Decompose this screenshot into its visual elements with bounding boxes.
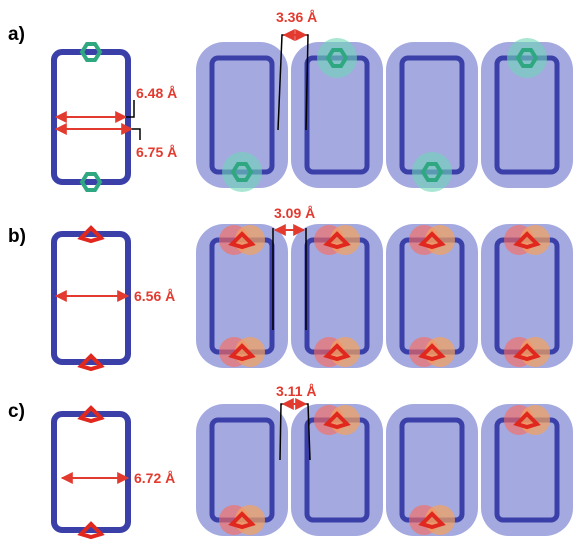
measurement: 6.56 Å xyxy=(134,288,175,304)
panel-label: a) xyxy=(8,24,25,45)
measurement: 6.48 Å xyxy=(136,85,177,101)
measurement: 6.72 Å xyxy=(134,470,175,486)
figure: a) 6.48 Å 6.75 Å 3.36 Å b) 6.56 Å 3.09 Å… xyxy=(0,0,581,542)
structures xyxy=(54,38,573,537)
vdw-sphere xyxy=(317,38,357,78)
vdw-sphere xyxy=(222,152,262,192)
molecule-frame xyxy=(54,234,128,362)
measurement: 6.75 Å xyxy=(136,144,177,160)
vdw-sphere xyxy=(507,38,547,78)
molecule-frame xyxy=(54,414,128,530)
spacing: 3.36 Å xyxy=(276,9,317,25)
spacing: 3.09 Å xyxy=(274,205,315,221)
panel-label: c) xyxy=(8,401,25,422)
vdw-sphere xyxy=(412,152,452,192)
spacing: 3.11 Å xyxy=(276,383,316,399)
panel-label: b) xyxy=(8,226,26,247)
